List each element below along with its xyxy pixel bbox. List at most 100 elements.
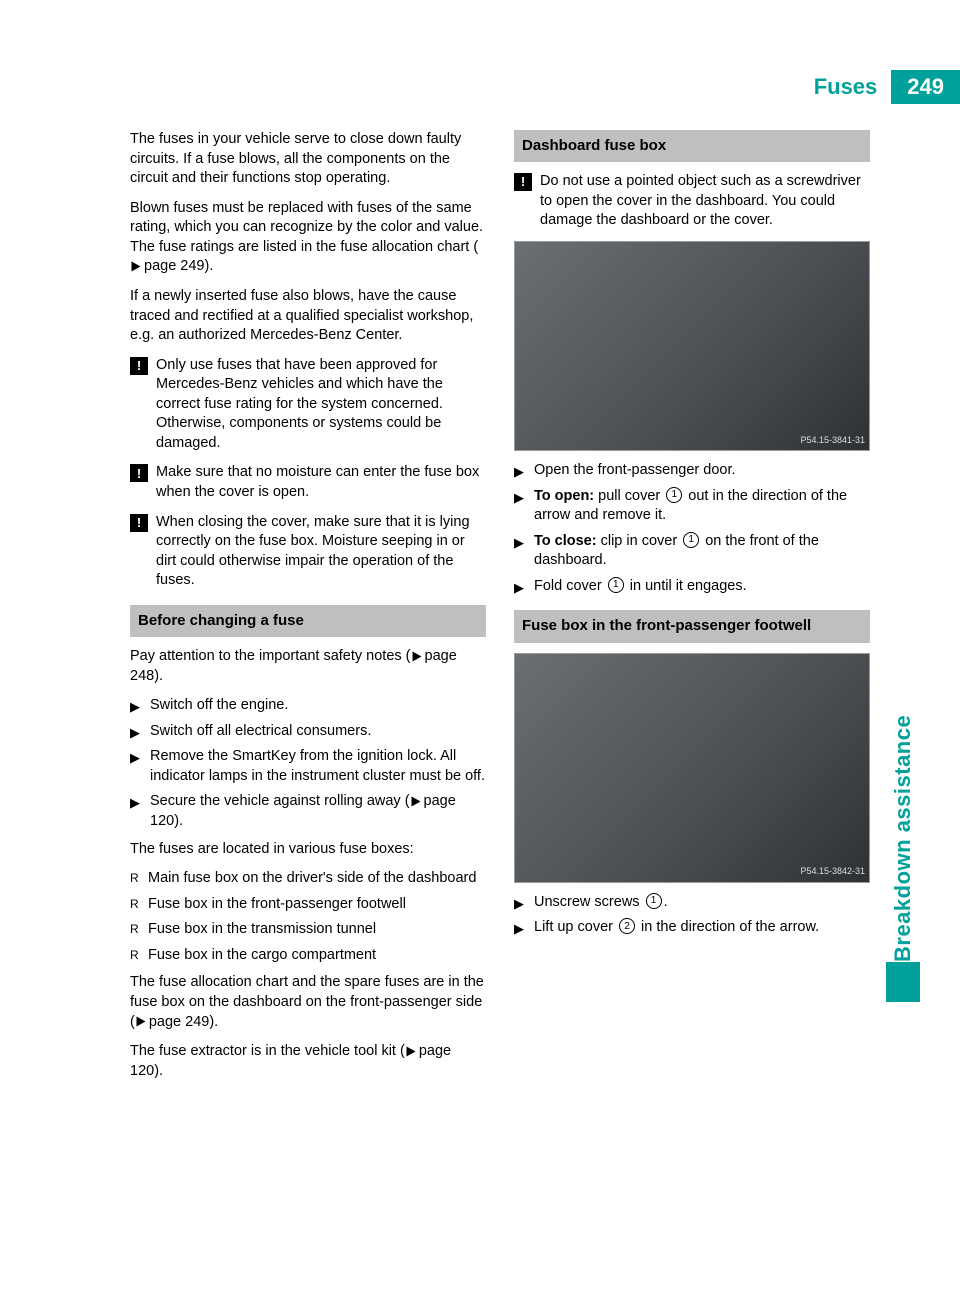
step-text: Secure the vehicle against rolling away … — [150, 792, 486, 831]
step-item: ▶ To open: pull cover 1 out in the direc… — [514, 487, 870, 526]
text-fragment: ). — [154, 1063, 163, 1079]
step-arrow-icon: ▶ — [514, 895, 528, 913]
text-fragment: Pay attention to the important safety no… — [130, 648, 411, 664]
step-text: Switch off the engine. — [150, 696, 486, 716]
left-column: The fuses in your vehicle serve to close… — [130, 130, 486, 1091]
warning-icon: ! — [514, 173, 532, 191]
step-text: To open: pull cover 1 out in the directi… — [534, 487, 870, 526]
step-text: Lift up cover 2 in the direction of the … — [534, 918, 870, 938]
page-reference: page 249 — [149, 1014, 209, 1030]
intro-paragraph-1: The fuses in your vehicle serve to close… — [130, 130, 486, 189]
text-fragment: pull cover — [594, 488, 664, 504]
text-fragment: Fold cover — [534, 578, 606, 594]
warning-icon: ! — [130, 357, 148, 375]
side-tab-label: Breakdown assistance — [890, 582, 916, 962]
section1-intro: Pay attention to the important safety no… — [130, 647, 486, 686]
bullet-text: Main fuse box on the driver's side of th… — [148, 869, 486, 889]
bullet-item: R Main fuse box on the driver's side of … — [130, 869, 486, 889]
text-fragment: Secure the vehicle against rolling away … — [150, 793, 410, 809]
bullet-icon: R — [130, 896, 142, 912]
text-fragment: in the direction of the arrow. — [637, 919, 819, 935]
step-arrow-icon: ▶ — [130, 698, 144, 716]
pageref-icon — [406, 1046, 415, 1056]
bullet-text: Fuse box in the transmission tunnel — [148, 920, 486, 940]
page-reference: page 249 — [144, 258, 204, 274]
warning-text: Do not use a pointed object such as a sc… — [540, 172, 870, 231]
step-arrow-icon: ▶ — [130, 794, 144, 812]
bullet-item: R Fuse box in the transmission tunnel — [130, 920, 486, 940]
step-item: ▶ Remove the SmartKey from the ignition … — [130, 747, 486, 786]
step-item: ▶ Unscrew screws 1. — [514, 893, 870, 913]
step-arrow-icon: ▶ — [514, 534, 528, 552]
text-fragment: Lift up cover — [534, 919, 617, 935]
pageref-icon — [412, 651, 421, 661]
text-fragment: The fuse extractor is in the vehicle too… — [130, 1043, 405, 1059]
warning-icon: ! — [130, 514, 148, 532]
step-text: Open the front-passenger door. — [534, 461, 870, 481]
warning-icon: ! — [130, 464, 148, 482]
figure-footwell-fusebox — [514, 653, 870, 883]
warning-note-3: ! When closing the cover, make sure that… — [130, 513, 486, 591]
bullet-icon: R — [130, 870, 142, 886]
section-heading-footwell-fuse-box: Fuse box in the front-passenger footwell — [514, 610, 870, 642]
step-item: ▶ Lift up cover 2 in the direction of th… — [514, 918, 870, 938]
step-item: ▶ To close: clip in cover 1 on the front… — [514, 532, 870, 571]
step-arrow-icon: ▶ — [514, 463, 528, 481]
step-bold: To open: — [534, 488, 594, 504]
pageref-icon — [132, 262, 141, 272]
text-fragment: . — [664, 894, 668, 910]
step-arrow-icon: ▶ — [514, 920, 528, 938]
warning-note-r1: ! Do not use a pointed object such as a … — [514, 172, 870, 231]
text-fragment: in until it engages. — [626, 578, 747, 594]
step-text: Switch off all electrical consumers. — [150, 722, 486, 742]
intro-paragraph-3: If a newly inserted fuse also blows, hav… — [130, 287, 486, 346]
step-text: Fold cover 1 in until it engages. — [534, 577, 870, 597]
step-text: Unscrew screws 1. — [534, 893, 870, 913]
step-arrow-icon: ▶ — [130, 749, 144, 767]
step-item: ▶ Fold cover 1 in until it engages. — [514, 577, 870, 597]
bullet-icon: R — [130, 947, 142, 963]
text-fragment: ). — [174, 813, 183, 829]
callout-circle: 1 — [683, 532, 699, 548]
step-item: ▶ Open the front-passenger door. — [514, 461, 870, 481]
callout-circle: 1 — [646, 893, 662, 909]
text-fragment: ). — [154, 668, 163, 684]
step-bold: To close: — [534, 533, 597, 549]
callout-circle: 1 — [666, 487, 682, 503]
warning-text: When closing the cover, make sure that i… — [156, 513, 486, 591]
pageref-icon — [136, 1017, 145, 1027]
text-fragment: Blown fuses must be replaced with fuses … — [130, 200, 483, 255]
side-tab-block — [886, 962, 920, 1002]
pageref-icon — [411, 797, 420, 807]
text-fragment: Unscrew screws — [534, 894, 644, 910]
page-header: Fuses 249 — [774, 70, 960, 104]
after-paragraph-1: The fuse allocation chart and the spare … — [130, 973, 486, 1032]
step-item: ▶ Switch off all electrical consumers. — [130, 722, 486, 742]
bullet-item: R Fuse box in the front-passenger footwe… — [130, 895, 486, 915]
text-fragment: ). — [209, 1014, 218, 1030]
header-page-number: 249 — [891, 70, 960, 104]
content-area: The fuses in your vehicle serve to close… — [130, 130, 870, 1091]
warning-text: Make sure that no moisture can enter the… — [156, 463, 486, 502]
text-fragment: ). — [204, 258, 213, 274]
section-heading-before-changing: Before changing a fuse — [130, 605, 486, 637]
after-paragraph-2: The fuse extractor is in the vehicle too… — [130, 1042, 486, 1081]
callout-circle: 2 — [619, 918, 635, 934]
section-heading-dashboard-fuse-box: Dashboard fuse box — [514, 130, 870, 162]
bullet-text: Fuse box in the cargo compartment — [148, 946, 486, 966]
step-arrow-icon: ▶ — [514, 489, 528, 507]
step-text: Remove the SmartKey from the ignition lo… — [150, 747, 486, 786]
warning-note-2: ! Make sure that no moisture can enter t… — [130, 463, 486, 502]
warning-text: Only use fuses that have been approved f… — [156, 356, 486, 454]
callout-circle: 1 — [608, 577, 624, 593]
text-fragment: clip in cover — [597, 533, 682, 549]
bullet-item: R Fuse box in the cargo compartment — [130, 946, 486, 966]
step-item: ▶ Secure the vehicle against rolling awa… — [130, 792, 486, 831]
step-text: To close: clip in cover 1 on the front o… — [534, 532, 870, 571]
step-arrow-icon: ▶ — [130, 724, 144, 742]
warning-note-1: ! Only use fuses that have been approved… — [130, 356, 486, 454]
bullet-text: Fuse box in the front-passenger footwell — [148, 895, 486, 915]
locations-intro: The fuses are located in various fuse bo… — [130, 840, 486, 860]
step-item: ▶ Switch off the engine. — [130, 696, 486, 716]
figure-dashboard-fusebox — [514, 241, 870, 451]
